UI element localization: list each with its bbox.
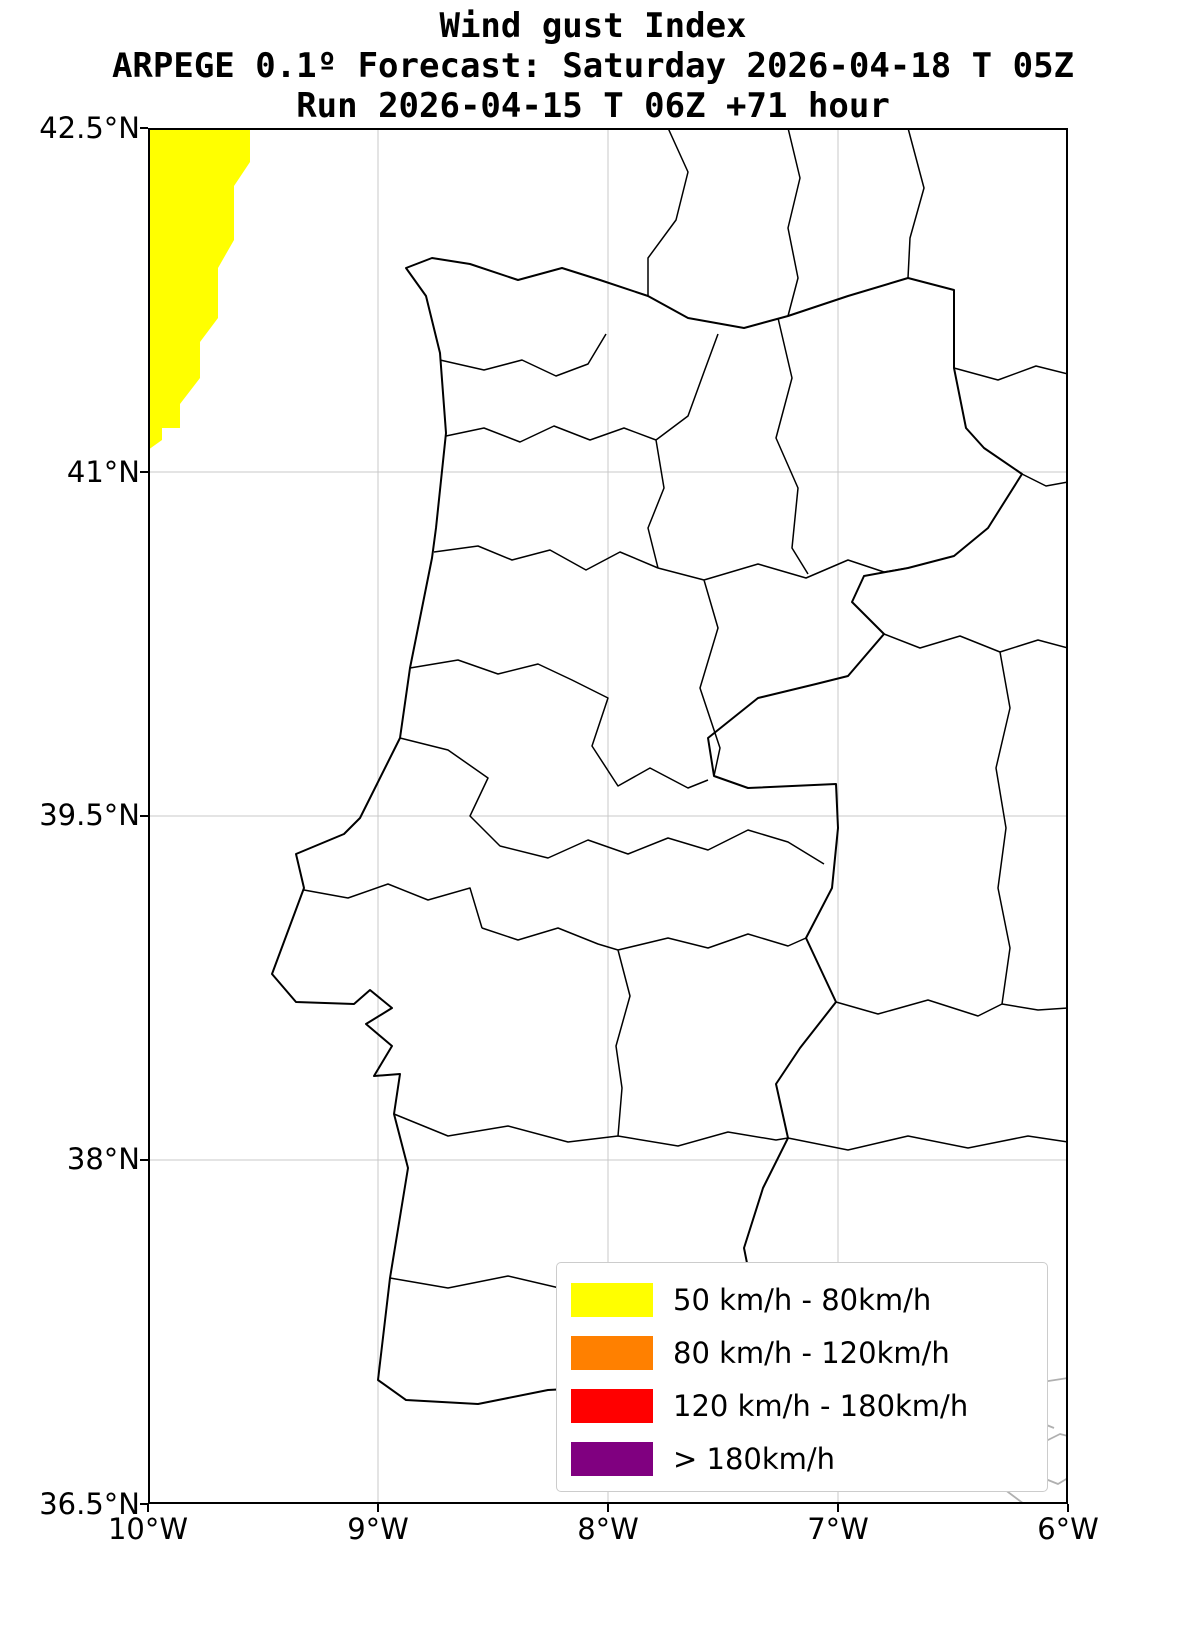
xtick-7w: 7°W [807,1512,869,1546]
ytick-39-5n: 39.5°N [39,798,140,832]
title-line-2: ARPEGE 0.1º Forecast: Saturday 2026-04-1… [111,46,1075,86]
ytick-36-5n: 36.5°N [39,1487,140,1521]
tick-mark [140,1159,148,1161]
legend-label: 120 km/h - 180km/h [673,1388,969,1423]
ytick-42-5n: 42.5°N [39,111,140,145]
tick-mark [140,127,148,129]
legend-swatch-orange [571,1335,653,1370]
xtick-8w: 8°W [577,1512,639,1546]
legend-swatch-red [571,1388,653,1423]
legend-row: > 180km/h [571,1432,1047,1485]
plot-frame [148,128,1068,1504]
portugal-outline [271,257,1023,1405]
spain-boundaries [647,128,1068,1151]
tick-mark [1067,1504,1069,1512]
xtick-10w: 10°W [107,1512,189,1546]
ytick-38n: 38°N [66,1142,140,1176]
district-boundaries [303,317,909,1309]
legend-label: > 180km/h [673,1441,836,1476]
tick-mark [377,1504,379,1512]
tick-mark [140,815,148,817]
title-line-3: Run 2026-04-15 T 06Z +71 hour [296,86,890,126]
map-legend: 50 km/h - 80km/h 80 km/h - 120km/h 120 k… [556,1262,1048,1492]
tick-mark [140,471,148,473]
xtick-9w: 9°W [347,1512,409,1546]
legend-swatch-yellow [571,1282,653,1317]
tick-mark [837,1504,839,1512]
ytick-41n: 41°N [66,455,140,489]
legend-row: 80 km/h - 120km/h [571,1326,1047,1379]
tick-mark [147,1504,149,1512]
legend-row: 120 km/h - 180km/h [571,1379,1047,1432]
legend-label: 50 km/h - 80km/h [673,1282,932,1317]
legend-label: 80 km/h - 120km/h [673,1335,950,1370]
legend-swatch-purple [571,1441,653,1476]
tick-mark [140,1503,148,1505]
legend-row: 50 km/h - 80km/h [571,1273,1047,1326]
tick-mark [607,1504,609,1512]
title-block: Wind gust Index ARPEGE 0.1º Forecast: Sa… [0,6,1186,126]
xtick-6w: 6°W [1037,1512,1099,1546]
gust-area-50-80km [148,128,250,450]
title-line-1: Wind gust Index [439,6,747,46]
